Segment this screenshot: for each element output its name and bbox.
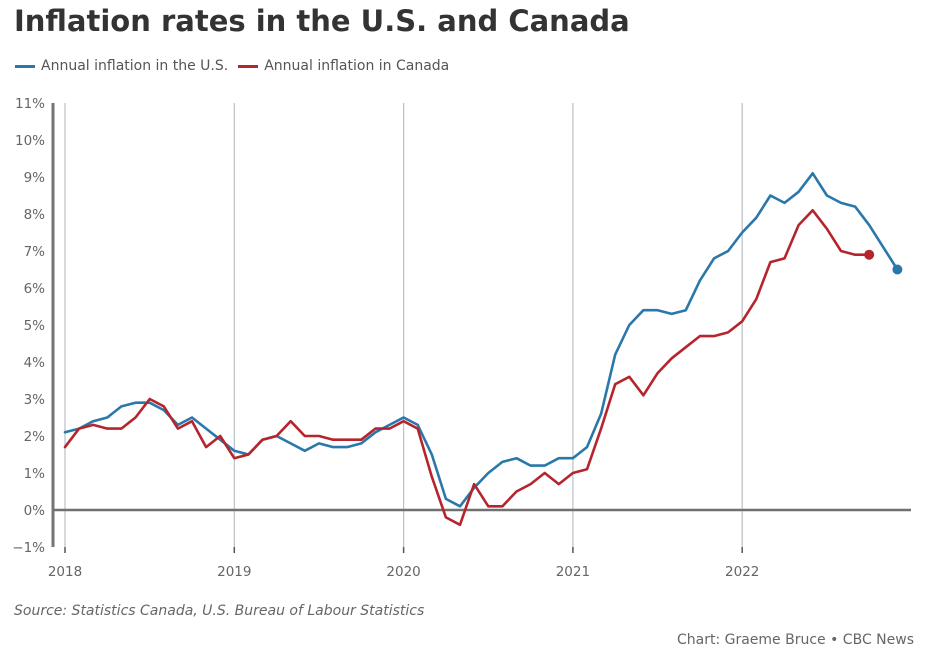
y-tick-label: 0% — [24, 503, 46, 519]
y-tick-label: 8% — [24, 207, 46, 223]
y-tick-label: 5% — [24, 318, 46, 334]
chart-title: Inflation rates in the U.S. and Canada — [14, 4, 630, 38]
end-marker-canada — [864, 249, 875, 260]
legend-item-canada: Annual inflation in Canada — [238, 58, 449, 74]
x-tick-label: 2020 — [386, 564, 420, 580]
y-axis: −1% 0% 1% 2% 3% 4% 5% 6% 7% 8% 9% 10% 11% — [12, 96, 911, 556]
series-line-us — [63, 172, 899, 508]
y-tick-label: 4% — [24, 355, 46, 371]
y-tick-label: 7% — [24, 244, 46, 260]
legend-item-us: Annual inflation in the U.S. — [15, 58, 228, 74]
series-lines — [63, 172, 903, 527]
series-line-canada — [63, 209, 871, 527]
legend-swatch-canada — [238, 64, 259, 68]
legend-label-canada: Annual inflation in Canada — [264, 58, 450, 74]
y-tick-label: 10% — [15, 133, 45, 149]
x-tick-label: 2021 — [556, 564, 590, 580]
line-chart: −1%0%1%2%3%4%5%6%7%8%9%10%11% 2018 2019 20… — [12, 96, 911, 580]
x-axis: 2018 2019 2020 2021 2022 — [48, 547, 759, 580]
y-tick-label: 1% — [24, 466, 46, 482]
y-tick-label: 6% — [24, 281, 46, 297]
source-note: Source: Statistics Canada, U.S. Bureau o… — [14, 603, 425, 619]
y-tick-label: 2% — [24, 429, 46, 445]
y-tick-label: −1% — [12, 540, 45, 556]
y-tick-label: 11% — [15, 96, 45, 112]
legend-swatch-us — [15, 64, 35, 68]
x-tick-label: 2019 — [217, 564, 251, 580]
x-tick-label: 2022 — [725, 564, 759, 580]
grid-lines — [64, 103, 743, 547]
x-tick-label: 2018 — [48, 564, 82, 580]
y-tick-label: 3% — [24, 392, 46, 408]
end-marker-us — [892, 264, 903, 275]
chart-credit: Chart: Graeme Bruce • CBC News — [676, 632, 914, 648]
y-tick-label: 9% — [24, 170, 46, 186]
legend-label-us: Annual inflation in the U.S. — [41, 58, 229, 74]
legend: Annual inflation in the U.S. Annual infl… — [15, 58, 459, 74]
